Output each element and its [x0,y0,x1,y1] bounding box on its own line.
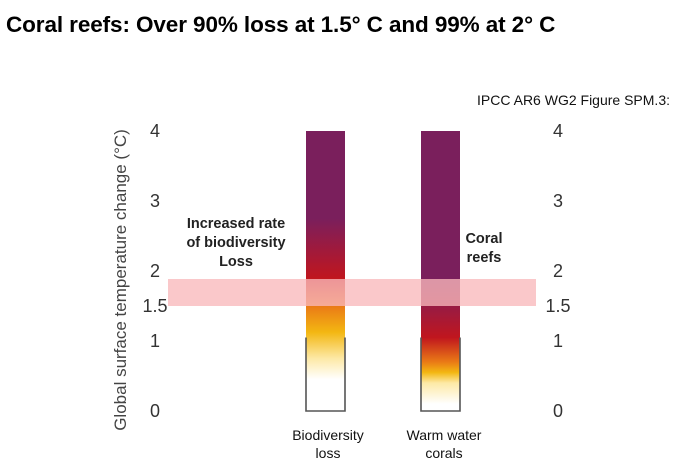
category-label: Warm water [407,427,482,443]
bar-outline [420,337,461,412]
y-tick-right: 1.5 [545,296,570,316]
category-label: corals [425,445,462,461]
y-tick-right: 4 [553,121,563,141]
annotation-label: Coral [465,231,502,247]
bar-warm-water-corals [421,131,460,411]
category-label: loss [316,445,341,461]
annotation-label: of biodiversity [186,235,285,251]
highlight-band-1-5-to-2 [168,279,536,306]
y-tick-right: 2 [553,261,563,281]
bar-outline [305,337,346,412]
y-tick-left: 1 [150,331,160,351]
bar-biodiversity-loss [306,131,345,411]
annotation-label: Loss [219,254,253,270]
category-label: Biodiversity [292,427,364,443]
y-tick-left: 2 [150,261,160,281]
y-tick-right: 0 [553,401,563,421]
annotation-label: reefs [467,250,502,266]
y-tick-left: 0 [150,401,160,421]
y-tick-left: 4 [150,121,160,141]
chart-title: Coral reefs: Over 90% loss at 1.5° C and… [6,12,556,37]
y-tick-left: 1.5 [142,296,167,316]
y-tick-right: 3 [553,191,563,211]
annotation-label: Increased rate [187,216,285,232]
source-citation: IPCC AR6 WG2 Figure SPM.3: [477,92,670,108]
y-axis-label: Global surface temperature change (°C) [111,129,130,431]
y-tick-left: 3 [150,191,160,211]
y-tick-right: 1 [553,331,563,351]
